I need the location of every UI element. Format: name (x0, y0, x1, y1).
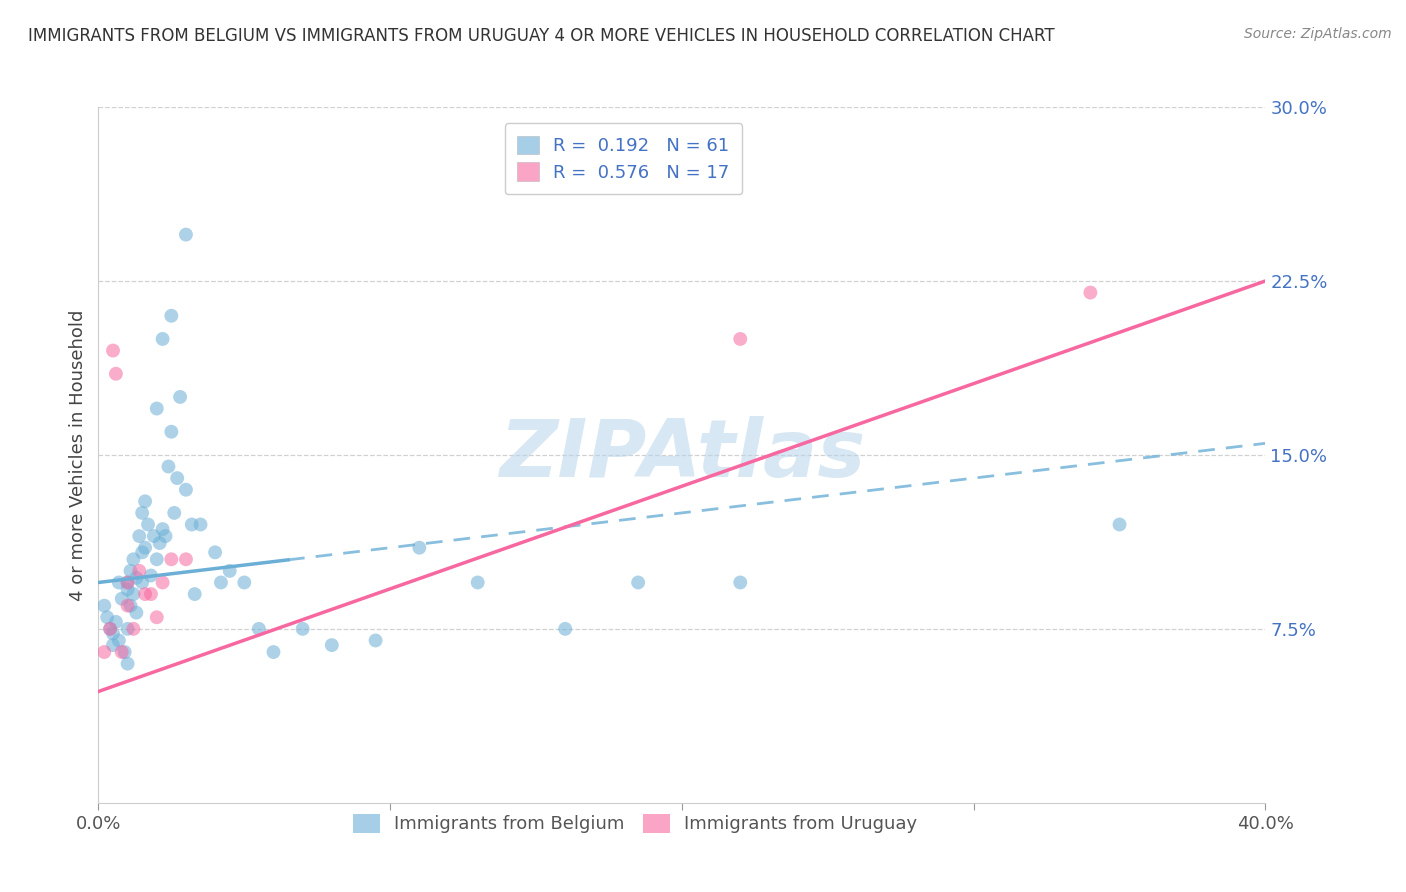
Point (160, 552, 183, 566)
Point (101, 626, 124, 640)
Point (233, 575, 256, 590)
Point (96, 610, 118, 624)
Point (169, 390, 191, 404)
Point (111, 591, 134, 606)
Point (155, 529, 177, 543)
Point (160, 425, 183, 439)
Text: ZIPAtlas: ZIPAtlas (499, 416, 865, 494)
Point (262, 645, 284, 659)
Point (104, 615, 127, 629)
Point (218, 564, 240, 578)
Point (125, 571, 148, 585)
Point (146, 552, 169, 566)
Point (108, 633, 131, 648)
Point (122, 587, 145, 601)
Point (128, 564, 150, 578)
Point (157, 459, 180, 474)
Point (166, 471, 188, 485)
Point (131, 545, 153, 559)
Point (139, 568, 162, 582)
Point (152, 522, 174, 536)
Point (104, 367, 127, 381)
Point (108, 575, 131, 590)
Point (467, 575, 489, 590)
Point (730, 332, 752, 346)
Point (131, 575, 153, 590)
Point (209, 575, 232, 590)
Point (730, 575, 752, 590)
Point (291, 622, 314, 636)
Point (134, 541, 156, 555)
Point (247, 622, 270, 636)
Point (136, 517, 159, 532)
Text: IMMIGRANTS FROM BELGIUM VS IMMIGRANTS FROM URUGUAY 4 OR MORE VEHICLES IN HOUSEHO: IMMIGRANTS FROM BELGIUM VS IMMIGRANTS FR… (28, 27, 1054, 45)
Point (98, 622, 121, 636)
Point (117, 599, 139, 613)
Point (122, 622, 145, 636)
Point (163, 506, 186, 520)
Point (160, 309, 183, 323)
Point (101, 343, 124, 358)
Point (98, 622, 121, 636)
Point (93, 599, 115, 613)
Point (128, 529, 150, 543)
Point (134, 494, 156, 508)
Point (117, 622, 139, 636)
Point (146, 610, 169, 624)
Point (120, 599, 142, 613)
Point (1108, 517, 1130, 532)
Legend: Immigrants from Belgium, Immigrants from Uruguay: Immigrants from Belgium, Immigrants from… (344, 805, 927, 842)
Point (174, 227, 197, 242)
Point (146, 401, 169, 416)
Point (183, 587, 205, 601)
Y-axis label: 4 or more Vehicles in Household: 4 or more Vehicles in Household (69, 310, 87, 600)
Point (114, 645, 136, 659)
Point (190, 517, 212, 532)
Text: Source: ZipAtlas.com: Source: ZipAtlas.com (1244, 27, 1392, 41)
Point (131, 506, 153, 520)
Point (122, 552, 145, 566)
Point (627, 575, 650, 590)
Point (117, 582, 139, 597)
Point (174, 552, 197, 566)
Point (125, 606, 148, 620)
Point (93, 645, 115, 659)
Point (321, 638, 343, 652)
Point (149, 536, 172, 550)
Point (117, 575, 139, 590)
Point (554, 622, 576, 636)
Point (139, 587, 162, 601)
Point (180, 517, 202, 532)
Point (152, 332, 174, 346)
Point (101, 638, 124, 652)
Point (120, 564, 142, 578)
Point (117, 575, 139, 590)
Point (134, 587, 156, 601)
Point (152, 575, 174, 590)
Point (364, 633, 387, 648)
Point (408, 541, 430, 555)
Point (111, 645, 134, 659)
Point (174, 483, 197, 497)
Point (204, 545, 226, 559)
Point (1080, 285, 1102, 300)
Point (117, 657, 139, 671)
Point (142, 529, 165, 543)
